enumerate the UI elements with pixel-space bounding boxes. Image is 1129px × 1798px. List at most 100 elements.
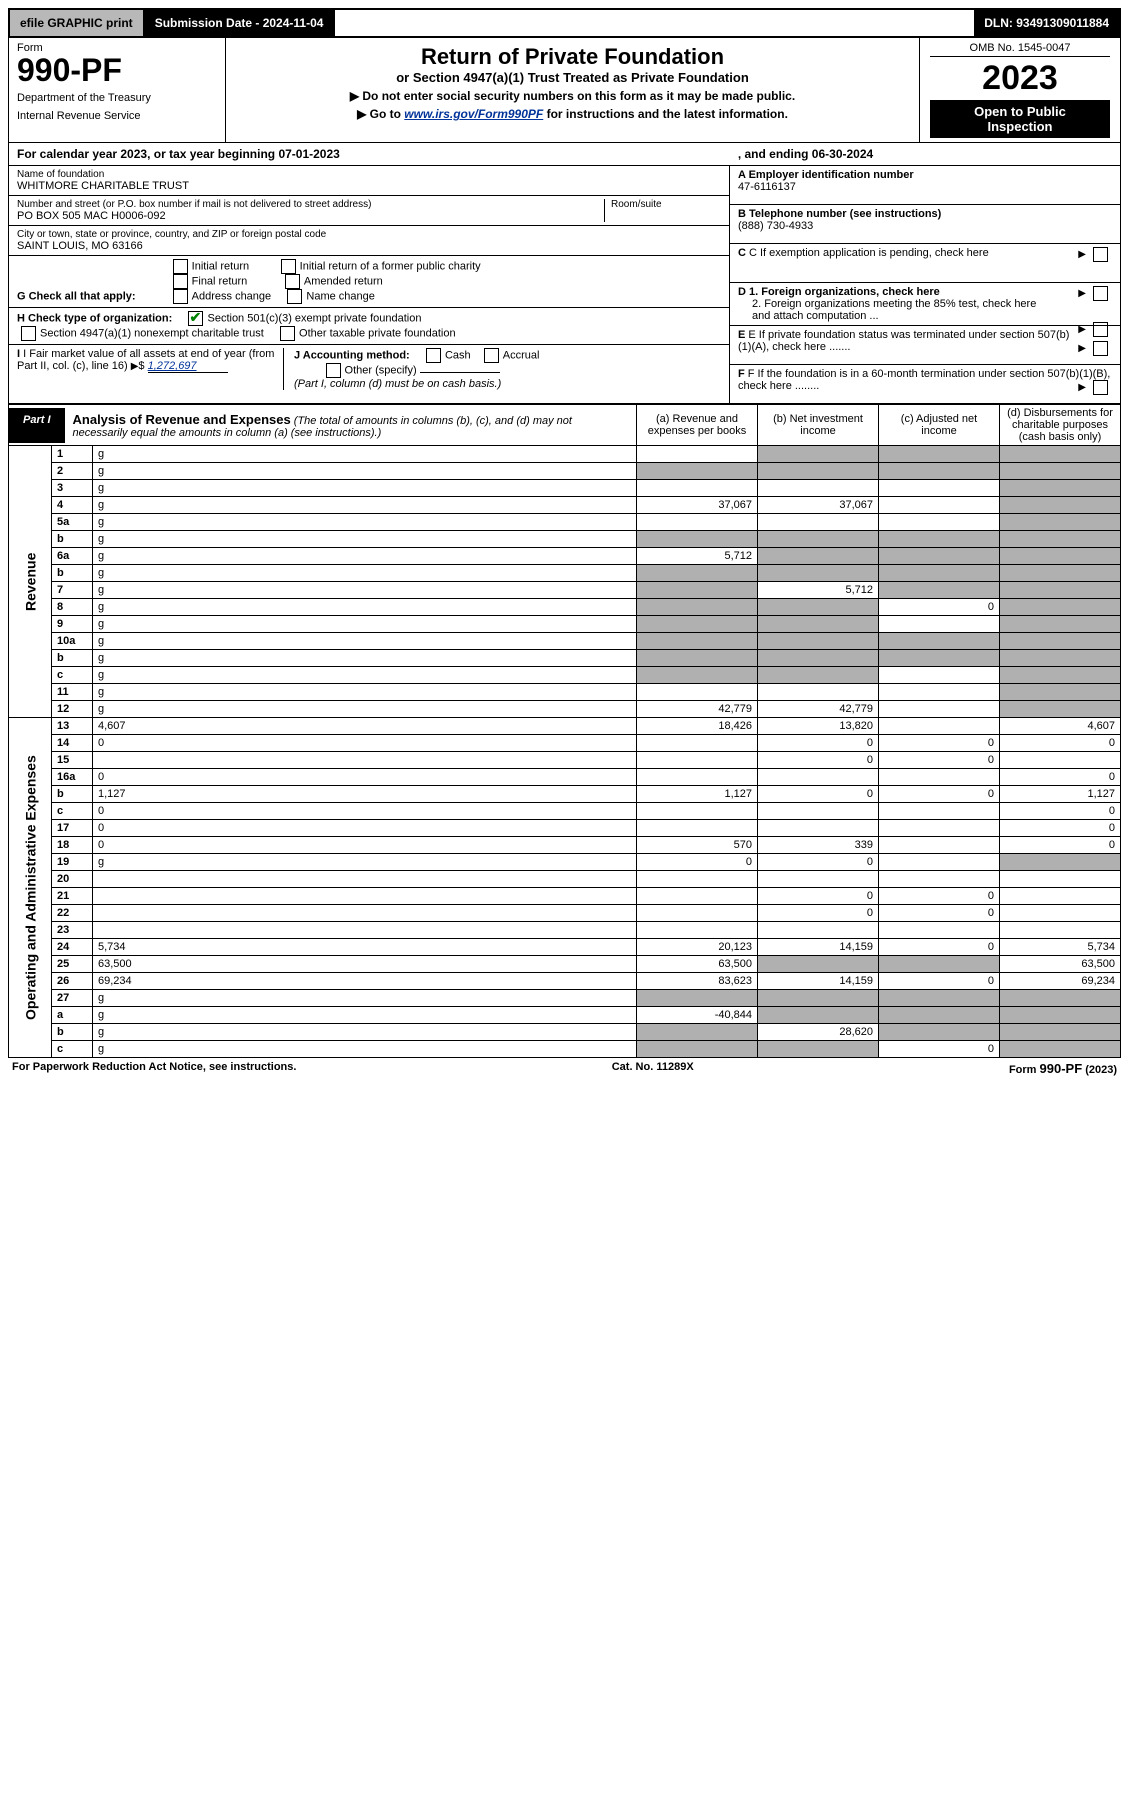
cell-grey [637,582,758,599]
cell-amount [879,667,1000,684]
cell-amount: 1,127 [637,786,758,803]
cell-grey [879,990,1000,1007]
chk-e[interactable] [1093,341,1108,356]
chk-f[interactable] [1093,380,1108,395]
line-number: 6a [52,548,93,565]
chk-c[interactable] [1093,247,1108,262]
room-label: Room/suite [611,199,721,210]
line-desc: g [93,1041,637,1058]
chk-amended[interactable] [285,274,300,289]
cell-amount: 0 [879,752,1000,769]
chk-4947[interactable] [21,326,36,341]
goto-link[interactable]: www.irs.gov/Form990PF [404,107,543,121]
cell-amount [1000,888,1121,905]
cell-amount [1000,922,1121,939]
cell-grey [758,616,879,633]
table-row: Operating and Administrative Expenses134… [9,718,1121,735]
line-number: 16a [52,769,93,786]
goto-suffix: for instructions and the latest informat… [543,107,788,121]
line-desc: 0 [93,769,637,786]
chk-initial-former[interactable] [281,259,296,274]
e-cell: E E If private foundation status was ter… [730,326,1120,365]
table-row: 23 [9,922,1121,939]
col-c-header: (c) Adjusted net income [879,405,1000,446]
cell-grey [637,565,758,582]
cell-amount: 0 [879,786,1000,803]
line-desc: g [93,548,637,565]
line-number: c [52,667,93,684]
chk-other-taxable[interactable] [280,326,295,341]
fmv-value[interactable]: 1,272,697 [148,360,228,373]
col-b-header: (b) Net investment income [758,405,879,446]
cell-amount: 20,123 [637,939,758,956]
line-desc: 63,500 [93,956,637,973]
entity-info-left: Name of foundation WHITMORE CHARITABLE T… [9,166,729,403]
tax-year: 2023 [930,59,1110,98]
chk-name-change[interactable] [287,289,302,304]
col-a-header: (a) Revenue and expenses per books [637,405,758,446]
cell-amount: 5,712 [637,548,758,565]
cell-amount [637,905,758,922]
chk-final-return[interactable] [173,274,188,289]
chk-accrual[interactable] [484,348,499,363]
cell-grey [758,956,879,973]
cell-amount: 0 [879,1041,1000,1058]
line-number: 21 [52,888,93,905]
header-left: Form 990-PF Department of the Treasury I… [9,38,226,142]
line-desc: g [93,582,637,599]
cell-amount [879,497,1000,514]
line-desc: 0 [93,735,637,752]
cell-grey [1000,633,1121,650]
part1-header: Part I Analysis of Revenue and Expenses … [9,408,636,443]
cell-grey [1000,650,1121,667]
form-title: Return of Private Foundation [232,44,913,70]
cell-amount [879,684,1000,701]
d-cell: D 1. Foreign organizations, check here 2… [730,283,1120,326]
efile-label: efile GRAPHIC print [10,10,145,36]
cell-amount [879,616,1000,633]
cell-grey [758,667,879,684]
chk-cash[interactable] [426,348,441,363]
cell-amount: 37,067 [637,497,758,514]
cell-grey [1000,616,1121,633]
line-number: 25 [52,956,93,973]
cell-amount: 4,607 [1000,718,1121,735]
arrow-icon [131,360,139,372]
chk-d1[interactable] [1093,286,1108,301]
cell-amount: 37,067 [758,497,879,514]
cell-amount [758,684,879,701]
table-row: 6ag5,712 [9,548,1121,565]
note-goto: ▶ Go to www.irs.gov/Form990PF for instru… [232,107,913,121]
table-row: c00 [9,803,1121,820]
chk-501c3[interactable] [188,311,203,326]
goto-prefix: ▶ Go to [357,107,404,121]
line-number: b [52,650,93,667]
chk-initial-return[interactable] [173,259,188,274]
chk-address-change[interactable] [173,289,188,304]
cell-amount [879,820,1000,837]
cell-amount: 1,127 [1000,786,1121,803]
cell-grey [1000,990,1121,1007]
line-desc: g [93,531,637,548]
line-desc [93,752,637,769]
cell-grey [879,446,1000,463]
cal-end: , and ending 06-30-2024 [738,147,873,161]
line-number: b [52,1024,93,1041]
line-desc: 0 [93,837,637,854]
table-row: 245,73420,12314,15905,734 [9,939,1121,956]
chk-other-method[interactable] [326,363,341,378]
table-row: 8g0 [9,599,1121,616]
cell-amount: 0 [879,973,1000,990]
cell-amount [1000,871,1121,888]
table-row: 9g [9,616,1121,633]
line-number: 2 [52,463,93,480]
cell-amount: 0 [758,888,879,905]
footer-mid: Cat. No. 11289X [612,1061,694,1076]
chk-d2[interactable] [1093,322,1108,337]
line-number: b [52,565,93,582]
line-number: 18 [52,837,93,854]
i-j-row: I I Fair market value of all assets at e… [9,345,729,393]
table-row: ag-40,844 [9,1007,1121,1024]
cell-amount: 63,500 [637,956,758,973]
cell-grey [637,667,758,684]
